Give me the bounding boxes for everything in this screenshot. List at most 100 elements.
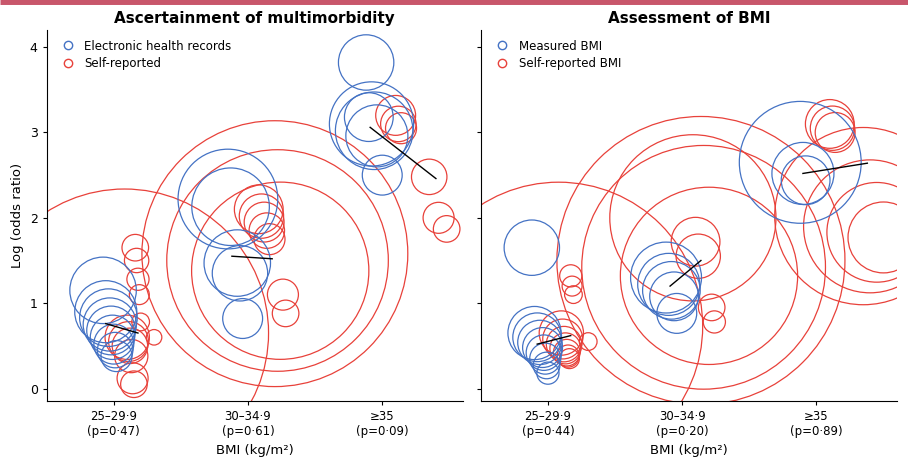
Point bbox=[235, 315, 250, 322]
Point bbox=[431, 214, 446, 221]
Point bbox=[539, 362, 554, 369]
Point bbox=[109, 352, 123, 360]
Point bbox=[117, 329, 132, 337]
Point bbox=[394, 124, 409, 132]
Point bbox=[870, 228, 884, 236]
Point bbox=[122, 338, 136, 345]
Point bbox=[230, 259, 244, 267]
Point bbox=[271, 257, 285, 264]
Point bbox=[273, 267, 288, 274]
Point bbox=[661, 281, 676, 288]
Point bbox=[147, 334, 162, 341]
Point bbox=[696, 263, 711, 271]
Point bbox=[581, 338, 596, 345]
Point bbox=[127, 380, 142, 388]
Point bbox=[828, 129, 843, 136]
Point bbox=[133, 318, 148, 326]
Point bbox=[691, 252, 706, 260]
Title: Ascertainment of multimorbidity: Ascertainment of multimorbidity bbox=[114, 11, 395, 26]
Point bbox=[669, 310, 684, 317]
Point bbox=[375, 171, 390, 179]
Point bbox=[103, 321, 117, 328]
Point bbox=[370, 132, 384, 139]
Point bbox=[876, 234, 891, 241]
Point bbox=[120, 334, 134, 341]
Point bbox=[825, 124, 840, 132]
Point bbox=[686, 214, 700, 221]
Point bbox=[232, 270, 247, 277]
Point bbox=[562, 355, 577, 362]
Point bbox=[96, 286, 111, 294]
Point bbox=[536, 344, 550, 351]
Point bbox=[364, 120, 379, 128]
Point bbox=[123, 342, 137, 350]
Point bbox=[359, 59, 373, 66]
Point bbox=[659, 274, 674, 281]
X-axis label: BMI (kg/m²): BMI (kg/m²) bbox=[216, 444, 293, 457]
Point bbox=[564, 272, 578, 279]
Point bbox=[276, 291, 291, 299]
Title: Assessment of BMI: Assessment of BMI bbox=[607, 11, 770, 26]
Point bbox=[132, 291, 146, 299]
Point bbox=[795, 170, 810, 177]
Point bbox=[705, 304, 719, 311]
Point bbox=[279, 310, 293, 317]
Point bbox=[528, 329, 542, 337]
Point bbox=[538, 355, 552, 362]
Point bbox=[257, 219, 271, 226]
Point bbox=[221, 195, 235, 203]
Point bbox=[106, 340, 121, 348]
Point bbox=[540, 369, 555, 377]
Y-axis label: Log (odds ratio): Log (odds ratio) bbox=[11, 163, 25, 268]
Point bbox=[260, 227, 274, 234]
X-axis label: BMI (kg/m²): BMI (kg/m²) bbox=[650, 444, 727, 457]
Point bbox=[125, 374, 140, 382]
Point bbox=[422, 173, 437, 181]
Point bbox=[104, 327, 118, 334]
Point bbox=[798, 176, 813, 184]
Point bbox=[268, 250, 282, 257]
Point bbox=[559, 349, 574, 357]
Point bbox=[565, 282, 579, 290]
Point bbox=[688, 238, 703, 245]
Point bbox=[561, 352, 576, 360]
Point bbox=[666, 292, 681, 300]
Point bbox=[856, 212, 871, 220]
Point bbox=[537, 349, 551, 357]
Point bbox=[252, 205, 266, 213]
Legend: Measured BMI, Self-reported BMI: Measured BMI, Self-reported BMI bbox=[487, 36, 625, 74]
Point bbox=[98, 308, 113, 315]
Point bbox=[694, 257, 708, 264]
Point bbox=[554, 329, 568, 337]
Point bbox=[254, 212, 269, 220]
Point bbox=[557, 340, 571, 348]
Point bbox=[439, 225, 454, 233]
Point bbox=[863, 223, 877, 230]
Point bbox=[101, 314, 115, 322]
Point bbox=[702, 272, 716, 279]
Point bbox=[530, 334, 545, 341]
Point bbox=[129, 257, 143, 264]
Point bbox=[823, 120, 837, 128]
Point bbox=[556, 335, 570, 343]
Point bbox=[223, 203, 238, 211]
Point bbox=[367, 127, 381, 134]
Point bbox=[105, 334, 120, 341]
Point bbox=[131, 276, 145, 283]
Point bbox=[525, 244, 539, 251]
Point bbox=[567, 291, 581, 299]
Point bbox=[389, 112, 403, 119]
Point bbox=[558, 344, 573, 352]
Point bbox=[262, 235, 277, 243]
Point bbox=[533, 339, 548, 346]
Point bbox=[707, 318, 722, 326]
Point bbox=[124, 352, 139, 360]
Point bbox=[793, 159, 807, 166]
Legend: Electronic health records, Self-reported: Electronic health records, Self-reported bbox=[53, 36, 235, 74]
Point bbox=[664, 286, 678, 294]
Point bbox=[108, 346, 123, 354]
Point bbox=[551, 322, 566, 330]
Point bbox=[391, 120, 406, 128]
Point bbox=[361, 113, 376, 121]
Point bbox=[128, 244, 143, 251]
